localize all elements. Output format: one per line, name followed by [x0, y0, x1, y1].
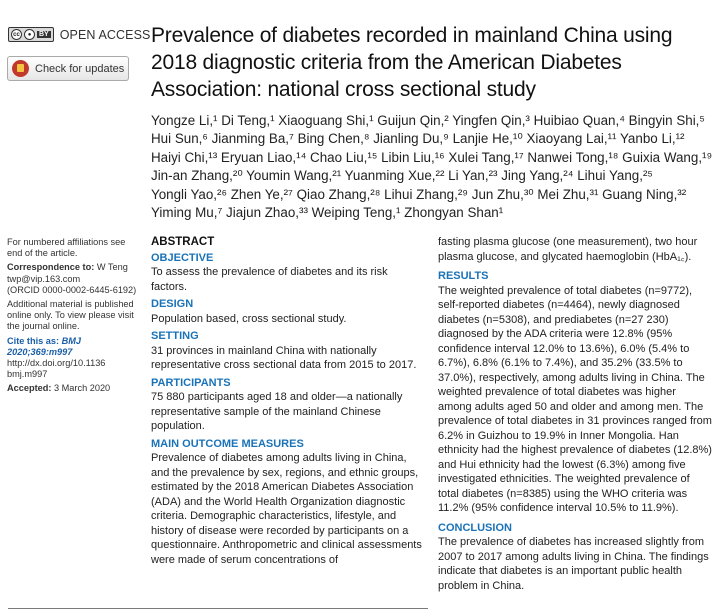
- design-text: Population based, cross sectional study.: [151, 312, 347, 325]
- author-line: Haiyi Chi,¹³ Eryuan Liao,¹⁴ Chao Liu,¹⁵ …: [151, 149, 713, 165]
- doi-link[interactable]: http://dx.doi.org/10.1136 bmj.m997: [7, 358, 106, 380]
- article-sidebar: For numbered affiliations see end of the…: [7, 237, 137, 398]
- creative-commons-icon: cc ● BY: [8, 27, 54, 42]
- check-for-updates-button[interactable]: Check for updates: [7, 56, 129, 81]
- by-label: BY: [37, 31, 51, 38]
- author-line: Yiming Mu,⁷ Jiajun Zhao,³³ Weiping Teng,…: [151, 205, 504, 221]
- open-access-label: OPEN ACCESS: [59, 27, 151, 42]
- cc-label: cc: [11, 29, 22, 40]
- results-heading: RESULTS: [438, 270, 489, 282]
- participants-heading: PARTICIPANTS: [151, 376, 231, 389]
- divider: [8, 608, 428, 609]
- conclusion-text: The prevalence of diabetes has increased…: [438, 536, 709, 592]
- accepted-date: Accepted: 3 March 2020: [7, 383, 137, 394]
- objective-heading: OBJECTIVE: [151, 251, 214, 264]
- author-line: Jin-an Zhang,²⁰ Youmin Wang,²¹ Yuanming …: [151, 168, 653, 184]
- setting-text: 31 provinces in mainland China with nati…: [151, 344, 417, 372]
- outcome-measures-continued: fasting plasma glucose (one measurement)…: [438, 236, 698, 263]
- accepted-value: 3 March 2020: [53, 383, 111, 394]
- correspondence: Correspondence to: W Teng twp@vip.163.co…: [7, 262, 137, 296]
- correspondence-email[interactable]: twp@vip.163.com: [7, 273, 81, 284]
- objective-text: To assess the prevalence of diabetes and…: [151, 266, 388, 293]
- author-line: Hui Sun,⁶ Jianming Ba,⁷ Bing Chen,⁸ Jian…: [151, 131, 685, 147]
- citation: Cite this as: BMJ 2020;369:m997 http://d…: [7, 336, 137, 381]
- conclusion-heading: CONCLUSION: [438, 521, 512, 534]
- participants-text: 75 880 participants aged 18 and older—a …: [151, 391, 403, 432]
- cite-value: BMJ 2020;369:m997: [7, 335, 82, 357]
- orcid[interactable]: (ORCID 0000-0002-6445-6192): [7, 284, 137, 295]
- abstract-column-2: fasting plasma glucose (one measurement)…: [438, 235, 712, 595]
- outcome-measures-heading: MAIN OUTCOME MEASURES: [151, 437, 304, 450]
- design-heading: DESIGN: [151, 298, 194, 310]
- check-for-updates-label: Check for updates: [35, 62, 125, 75]
- author-list: Yongze Li,¹ Di Teng,¹ Xiaoguang Shi,¹ Gu…: [151, 112, 713, 222]
- correspondence-label: Correspondence to:: [7, 262, 95, 273]
- article-title: Prevalence of diabetes recorded in mainl…: [151, 24, 673, 101]
- additional-material-note: Additional material is published online …: [7, 299, 134, 332]
- abstract-column-1: ABSTRACT OBJECTIVE To assess the prevale…: [151, 235, 423, 569]
- crossmark-icon: [12, 60, 29, 77]
- setting-heading: SETTING: [151, 330, 199, 342]
- correspondence-name: W Teng: [96, 262, 128, 273]
- outcome-measures-text: Prevalence of diabetes among adults livi…: [151, 452, 422, 566]
- author-line: Yongli Yao,²⁶ Zhen Ye,²⁷ Qiao Zhang,²⁸ L…: [151, 186, 687, 202]
- accepted-label: Accepted:: [7, 383, 52, 394]
- attribution-icon: ●: [24, 29, 35, 40]
- affiliations-note: For numbered affiliations see end of the…: [7, 237, 126, 259]
- results-text: The weighted prevalence of total diabete…: [438, 284, 712, 515]
- cite-label: Cite this as:: [7, 335, 60, 346]
- open-access-badge: cc ● BY OPEN ACCESS: [8, 27, 150, 42]
- author-line: Yongze Li,¹ Di Teng,¹ Xiaoguang Shi,¹ Gu…: [151, 113, 705, 128]
- abstract-heading: ABSTRACT: [151, 236, 215, 248]
